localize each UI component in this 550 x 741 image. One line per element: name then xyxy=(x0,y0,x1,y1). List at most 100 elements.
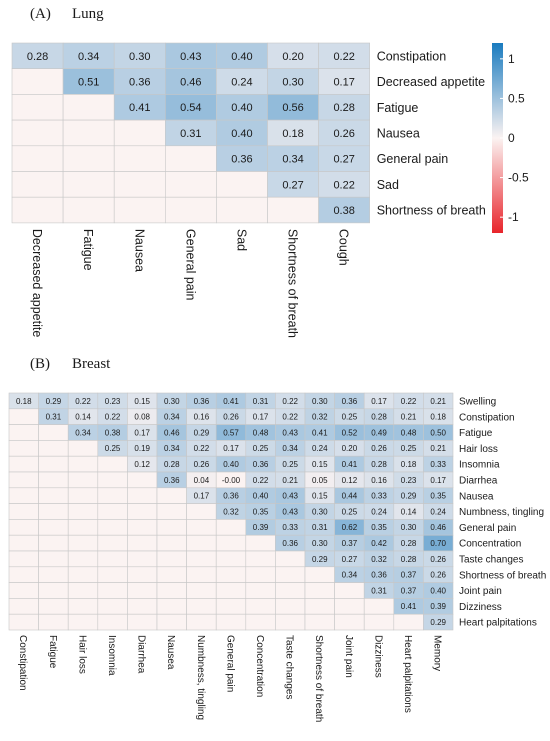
cell-value-label: 0.33 xyxy=(430,460,446,469)
column-label: Decreased appetite xyxy=(30,229,44,337)
empty-cell xyxy=(8,550,39,568)
cell-value-label: 0.36 xyxy=(164,476,180,485)
cell-value-label: 0.40 xyxy=(430,586,446,595)
empty-cell xyxy=(67,613,99,631)
cell-value-label: 0.32 xyxy=(312,413,328,422)
cell-value-label: 0.17 xyxy=(194,492,210,501)
empty-cell xyxy=(113,171,166,198)
empty-cell xyxy=(97,550,128,568)
cell-value-label: 0.41 xyxy=(129,102,150,114)
empty-cell xyxy=(62,196,115,224)
cell-value-label: 0.25 xyxy=(282,460,298,469)
cell-value-label: 0.25 xyxy=(105,444,121,453)
empty-cell xyxy=(11,119,64,147)
cell-value-label: 0.34 xyxy=(282,444,298,453)
empty-cell xyxy=(127,550,158,568)
empty-cell xyxy=(156,613,187,631)
cell-value-label: 0.15 xyxy=(312,492,328,501)
empty-cell xyxy=(67,534,99,552)
column-label: Shortness of breath xyxy=(313,635,324,722)
cell-value-label: 0.49 xyxy=(371,428,387,437)
cell-value-label: 0.26 xyxy=(430,555,446,564)
cell-value-label: 0.14 xyxy=(401,507,417,516)
cell-value-label: 0.54 xyxy=(180,102,201,114)
empty-cell xyxy=(186,550,217,568)
cell-value-label: 0.18 xyxy=(401,460,417,469)
empty-cell xyxy=(38,519,69,536)
row-label: Decreased appetite xyxy=(377,75,485,89)
cell-value-label: 0.27 xyxy=(342,555,358,564)
column-label: Diarrhea xyxy=(136,635,147,674)
column-label: Numbness, tingling xyxy=(195,635,206,720)
empty-cell xyxy=(38,487,69,504)
cell-value-label: 0.48 xyxy=(401,428,417,437)
cell-value-label: 0.42 xyxy=(371,539,387,548)
empty-cell xyxy=(334,598,365,615)
empty-cell xyxy=(67,471,99,489)
column-label: Taste changes xyxy=(284,635,295,700)
cell-value-label: 0.34 xyxy=(282,154,303,166)
empty-cell xyxy=(38,424,69,441)
cell-value-label: 0.41 xyxy=(312,428,328,437)
row-label: Swelling xyxy=(459,397,496,408)
cell-value-label: 0.35 xyxy=(371,523,387,532)
cell-value-label: 0.28 xyxy=(164,460,180,469)
empty-cell xyxy=(67,582,99,599)
empty-cell xyxy=(186,503,217,520)
empty-cell xyxy=(8,424,39,441)
column-label: Hair loss xyxy=(76,635,87,674)
cell-value-label: 0.36 xyxy=(253,460,269,469)
cell-value-label: 0.32 xyxy=(371,555,387,564)
cell-value-label: 0.35 xyxy=(253,507,269,516)
empty-cell xyxy=(11,68,64,95)
column-label: Joint pain xyxy=(343,635,354,678)
row-label: Fatigue xyxy=(459,428,493,439)
heatmap-cell xyxy=(216,68,268,95)
cell-value-label: 0.29 xyxy=(430,618,446,627)
cell-value-label: 0.36 xyxy=(282,539,298,548)
empty-cell xyxy=(8,408,39,425)
heatmap-cell xyxy=(165,94,217,121)
column-label: Nausea xyxy=(165,635,176,670)
cell-value-label: 0.30 xyxy=(401,523,417,532)
cell-value-label: 0.29 xyxy=(46,397,62,406)
cell-value-label: 0.22 xyxy=(194,444,210,453)
row-label: Concentration xyxy=(459,539,521,550)
cell-value-label: 0.46 xyxy=(430,523,446,532)
cell-value-label: 0.28 xyxy=(371,413,387,422)
empty-cell xyxy=(8,582,39,599)
cell-value-label: 0.46 xyxy=(164,428,180,437)
cell-value-label: 0.34 xyxy=(164,444,180,453)
empty-cell xyxy=(67,455,99,473)
heatmap-cell xyxy=(216,42,268,70)
cell-value-label: 0.24 xyxy=(430,507,446,516)
row-label: Fatigue xyxy=(377,101,419,115)
cell-value-label: 0.46 xyxy=(180,77,201,89)
empty-cell xyxy=(165,171,217,198)
cell-value-label: 0.31 xyxy=(253,397,269,406)
empty-cell xyxy=(97,471,128,489)
lung-panel-label: (A) xyxy=(30,6,51,22)
empty-cell xyxy=(11,145,64,172)
cell-value-label: 0.30 xyxy=(312,539,328,548)
empty-cell xyxy=(97,566,128,583)
cell-value-label: 0.30 xyxy=(164,397,180,406)
heatmap-cell xyxy=(267,119,319,147)
cell-value-label: 0.48 xyxy=(253,428,269,437)
cell-value-label: 0.21 xyxy=(282,476,298,485)
cell-value-label: 0.35 xyxy=(430,492,446,501)
empty-cell xyxy=(127,471,158,489)
row-label: Diarrhea xyxy=(459,476,498,487)
empty-cell xyxy=(334,613,365,631)
row-label: Shortness of breath xyxy=(377,204,486,218)
heatmap-cell xyxy=(267,42,319,70)
row-label: Joint pain xyxy=(459,586,502,597)
heatmap-cell xyxy=(318,119,371,147)
empty-cell xyxy=(8,519,39,536)
cell-value-label: 0.36 xyxy=(223,492,239,501)
column-label: Fatigue xyxy=(81,229,95,271)
empty-cell xyxy=(67,519,99,536)
cell-value-label: 0.31 xyxy=(46,413,62,422)
cell-value-label: 0.31 xyxy=(312,523,328,532)
colorbar-tick-label: -0.5 xyxy=(508,171,529,185)
